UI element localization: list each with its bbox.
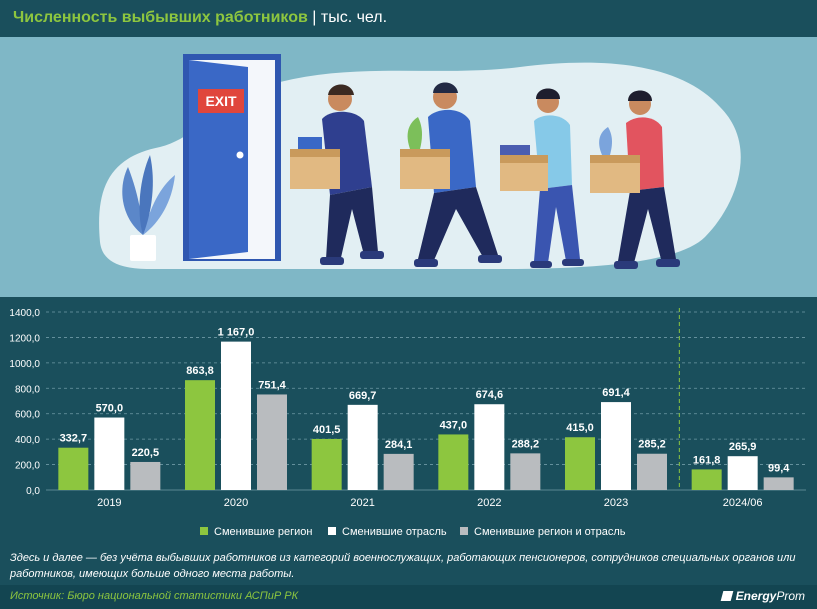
data-label: 674,6: [476, 389, 504, 401]
y-tick-label: 400,0: [15, 435, 40, 446]
legend-item-industry: Сменившие отрасль: [328, 526, 447, 538]
legend-item-both: Сменившие регион и отрасль: [460, 526, 625, 538]
bar: [257, 394, 287, 490]
exit-sign: EXIT: [205, 93, 237, 109]
x-tick-label: 2021: [350, 497, 374, 509]
bar: [347, 404, 378, 490]
legend-item-region: Сменившие регион: [200, 526, 312, 538]
x-tick-label: 2022: [477, 497, 501, 509]
bar: [565, 437, 595, 490]
bars: [58, 341, 794, 490]
data-label: 285,2: [638, 439, 666, 451]
bar-chart: 0,0 200,0 400,0 600,0 800,0 1000,0 1200,0 1400,…: [9, 308, 806, 509]
plant-icon: [122, 155, 175, 261]
bar: [311, 438, 342, 490]
data-label: 401,5: [313, 424, 341, 436]
source-text: Источник: Бюро национальной статистики А…: [10, 590, 299, 602]
y-tick-label: 600,0: [15, 410, 40, 421]
x-tick-label: 2023: [604, 497, 628, 509]
data-label: 570,0: [96, 403, 124, 415]
title-main: Численность выбывших работников: [13, 9, 308, 26]
y-tick-label: 800,0: [15, 384, 40, 395]
bar: [94, 417, 125, 490]
worker-figure: [590, 90, 680, 269]
illustration: EXIT: [0, 37, 817, 297]
bar: [58, 447, 89, 490]
x-tick-label: 2019: [97, 497, 121, 509]
header: Численность выбывших работников | тыс. ч…: [0, 0, 817, 36]
bar: [438, 434, 469, 490]
data-label: 220,5: [132, 447, 160, 459]
bar: [601, 402, 631, 490]
bar: [221, 341, 251, 490]
bar: [383, 453, 414, 490]
worker-figure: [500, 88, 584, 268]
workers-leaving-illustration: EXIT: [99, 54, 741, 270]
worker-figure: [400, 82, 502, 267]
bar: [637, 453, 667, 490]
data-label: 288,2: [512, 438, 540, 450]
worker-figure: [290, 84, 384, 265]
title-unit: | тыс. чел.: [307, 9, 388, 26]
brand-logo: EnergyProm: [720, 589, 805, 603]
data-label: 161,8: [693, 454, 721, 466]
data-label: 265,9: [729, 441, 757, 453]
bar: [727, 456, 758, 490]
legend-label-region: Сменившие регион: [214, 526, 313, 538]
data-label: 669,7: [349, 390, 377, 402]
brand-logo-icon: [720, 591, 733, 601]
y-tick-label: 1400,0: [9, 308, 40, 319]
y-tick-label: 1200,0: [9, 333, 40, 344]
data-label: 415,0: [566, 422, 594, 434]
x-axis: 2019 2020 2021 2022 2023 2024/06: [97, 497, 762, 509]
grid-lines: [46, 308, 806, 491]
chart-title: Численность выбывших работников | тыс. ч…: [13, 9, 387, 27]
y-tick-label: 1000,0: [9, 359, 40, 370]
y-axis: 0,0 200,0 400,0 600,0 800,0 1000,0 1200,0 1400,…: [9, 308, 40, 497]
data-label: 1 167,0: [218, 327, 255, 339]
bar: [691, 469, 722, 490]
bar: [185, 380, 215, 490]
data-label: 863,8: [186, 365, 214, 377]
data-label: 99,4: [768, 462, 790, 474]
y-tick-label: 0,0: [26, 486, 40, 497]
bar: [130, 461, 161, 490]
footer: Источник: Бюро национальной статистики А…: [0, 585, 817, 609]
brand-name-part2: Prom: [776, 589, 805, 603]
bar: [474, 404, 505, 490]
y-tick-label: 200,0: [15, 461, 40, 472]
data-label: 437,0: [440, 419, 468, 431]
data-label: 751,4: [258, 379, 286, 391]
bar: [763, 477, 794, 490]
data-label: 332,7: [60, 433, 88, 445]
brand-name-part1: Energy: [735, 589, 777, 603]
legend-label-industry: Сменившие отрасль: [342, 526, 447, 538]
legend-swatch-region: [200, 527, 208, 535]
data-label: 284,1: [385, 439, 413, 451]
value-labels: 332,7 570,0 220,5 863,8 1 167,0 751,4 401,5 669…: [60, 327, 791, 475]
legend-swatch-both: [460, 527, 468, 535]
x-tick-label: 2020: [224, 497, 248, 509]
bar: [510, 453, 541, 490]
x-tick-label: 2024/06: [723, 497, 763, 509]
exit-door-icon: EXIT: [183, 54, 281, 261]
legend-swatch-industry: [328, 527, 336, 535]
legend-label-both: Сменившие регион и отрасль: [474, 526, 626, 538]
data-label: 691,4: [602, 387, 630, 399]
footnote: Здесь и далее — без учёта выбывших работ…: [10, 552, 796, 580]
